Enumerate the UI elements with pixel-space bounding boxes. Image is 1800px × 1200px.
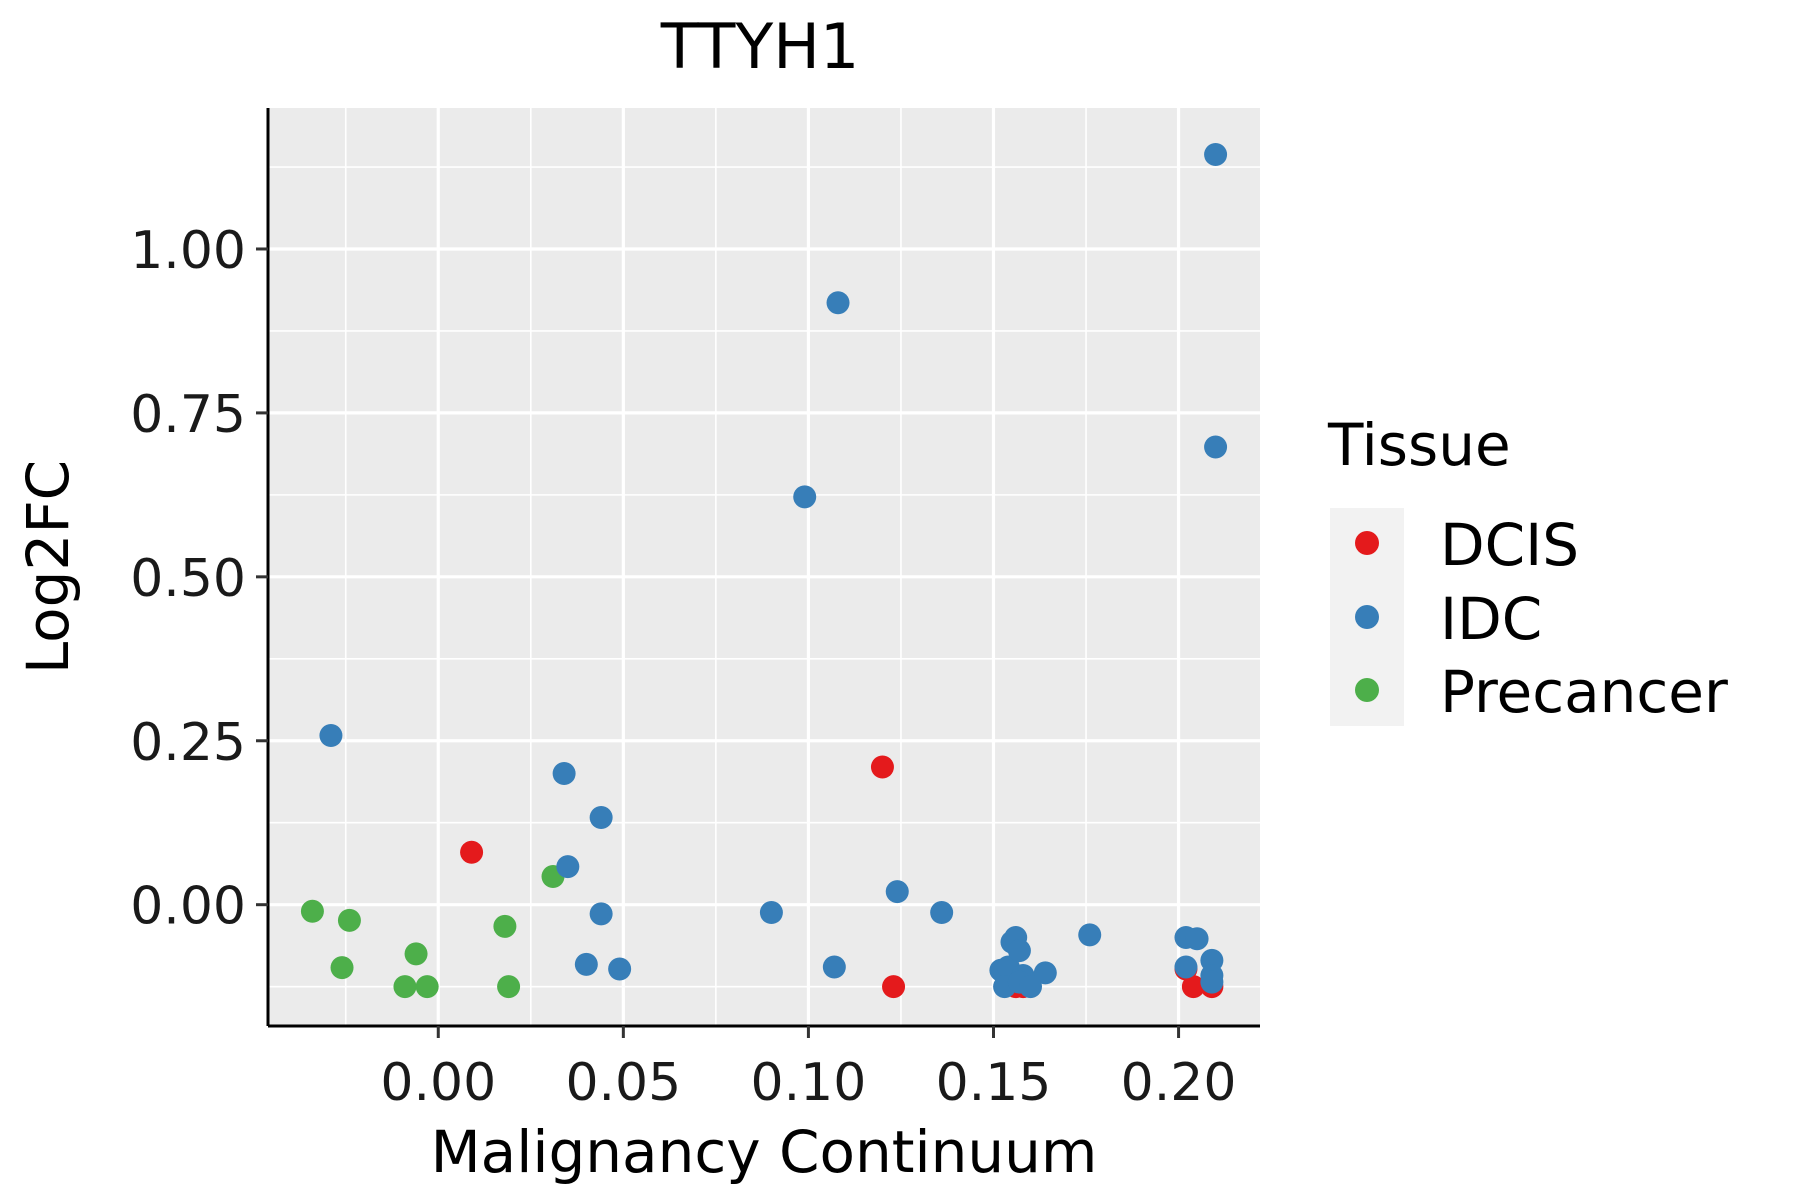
point-precancer	[393, 975, 417, 999]
y-tick-label: 0.25	[130, 713, 246, 773]
y-axis-title: Log2FC	[14, 460, 82, 674]
plot-panel	[268, 108, 1260, 1026]
legend: Tissue DCIS IDC Precancer	[1327, 411, 1728, 726]
legend-label-idc: IDC	[1440, 585, 1542, 653]
point-precancer	[337, 908, 361, 932]
legend-title: Tissue	[1327, 411, 1511, 479]
point-idc	[930, 901, 954, 925]
point-idc	[1007, 939, 1031, 963]
y-axis-ticks: 0.00 0.25 0.50 0.75 1.00	[130, 221, 268, 937]
legend-label-dcis: DCIS	[1440, 511, 1579, 579]
point-idc	[552, 762, 576, 786]
point-idc	[1078, 923, 1102, 947]
point-idc	[1185, 927, 1209, 951]
legend-key-dcis	[1355, 531, 1379, 555]
point-idc	[319, 724, 343, 748]
y-tick-label: 1.00	[130, 221, 246, 281]
point-idc	[1019, 975, 1043, 999]
point-dcis	[460, 840, 484, 864]
point-dcis	[870, 755, 894, 779]
x-axis-ticks: 0.00 0.05 0.10 0.15 0.20	[380, 1026, 1236, 1113]
x-tick-label: 0.05	[565, 1053, 681, 1113]
point-idc	[608, 957, 632, 981]
y-tick-label: 0.75	[130, 385, 246, 445]
point-idc	[793, 485, 817, 509]
x-tick-label: 0.20	[1121, 1053, 1237, 1113]
point-idc	[574, 952, 598, 976]
point-precancer	[300, 899, 324, 923]
point-idc	[1204, 435, 1228, 459]
y-tick-label: 0.00	[130, 877, 246, 937]
point-precancer	[497, 975, 521, 999]
point-idc	[589, 805, 613, 829]
point-dcis	[1181, 975, 1205, 999]
point-idc	[826, 291, 850, 315]
x-tick-label: 0.00	[380, 1053, 496, 1113]
point-precancer	[415, 975, 439, 999]
point-precancer	[404, 942, 428, 966]
point-precancer	[330, 956, 354, 980]
x-axis-title: Malignancy Continuum	[431, 1118, 1098, 1186]
legend-key-precancer	[1355, 678, 1379, 702]
data-points	[300, 143, 1228, 999]
point-dcis	[882, 975, 906, 999]
x-tick-label: 0.15	[936, 1053, 1052, 1113]
point-idc	[759, 901, 783, 925]
point-idc	[589, 902, 613, 926]
point-idc	[1033, 961, 1057, 985]
chart-title: TTYH1	[660, 10, 860, 83]
y-tick-label: 0.50	[130, 549, 246, 609]
point-idc	[556, 855, 580, 879]
legend-key-idc	[1355, 605, 1379, 629]
point-idc	[1204, 143, 1228, 167]
legend-label-precancer: Precancer	[1440, 658, 1728, 726]
point-precancer	[493, 914, 517, 938]
point-idc	[1200, 970, 1224, 994]
point-idc	[885, 880, 909, 904]
point-idc	[822, 955, 846, 979]
x-tick-label: 0.10	[751, 1053, 867, 1113]
point-idc	[1174, 955, 1198, 979]
